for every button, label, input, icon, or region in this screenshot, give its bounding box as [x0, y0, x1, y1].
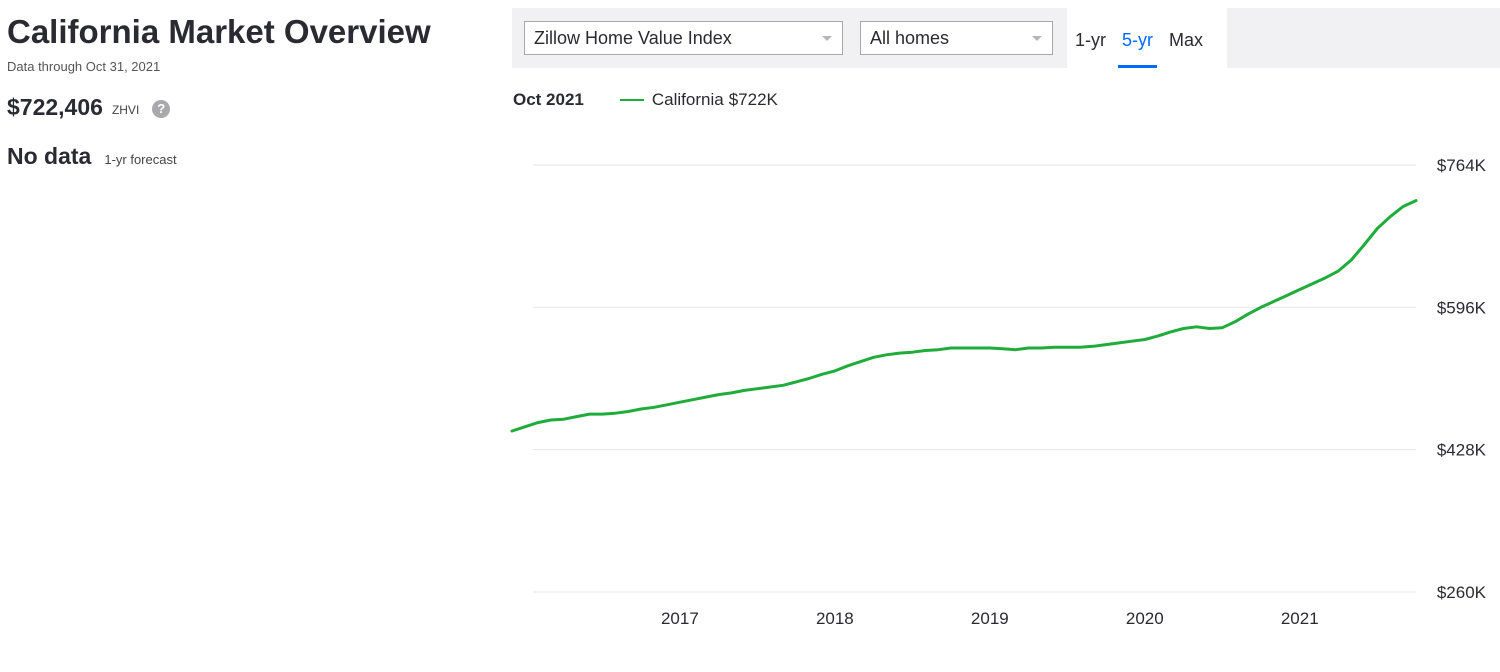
y-tick-label: $596K [1437, 298, 1487, 317]
x-tick-label: 2019 [971, 609, 1009, 628]
legend-swatch [619, 99, 644, 101]
metric-dropdown[interactable]: Zillow Home Value Index [524, 21, 843, 55]
home-value: $722,406 [7, 94, 103, 120]
range-tabs: 1-yr 5-yr Max [1066, 8, 1227, 68]
x-tick-label: 2021 [1281, 609, 1319, 628]
y-tick-label: $428K [1437, 441, 1487, 460]
price-row: $722,406 ZHVI ? [7, 94, 477, 121]
x-tick-label: 2018 [816, 609, 854, 628]
help-icon[interactable]: ? [152, 100, 171, 118]
range-tab[interactable]: 5-yr [1114, 8, 1161, 68]
legend-value: $722K [728, 90, 778, 109]
home-type-dropdown[interactable]: All homes [860, 21, 1053, 55]
y-tick-label: $260K [1437, 583, 1487, 602]
forecast-value: No data [7, 143, 92, 169]
forecast-label: 1-yr forecast [104, 151, 177, 167]
value-unit: ZHVI [111, 103, 140, 117]
data-date: Data through Oct 31, 2021 [7, 59, 161, 74]
range-tab[interactable]: 1-yr [1075, 30, 1106, 50]
series-line [510, 199, 1418, 433]
x-tick-label: 2020 [1126, 609, 1164, 628]
legend: Oct 2021 California $722K [513, 90, 778, 110]
forecast-row: No data 1-yr forecast [7, 143, 477, 170]
legend-date: Oct 2021 [513, 90, 584, 109]
legend-series: California [651, 90, 724, 109]
y-tick-label: $764K [1437, 156, 1487, 175]
controls-bar: Zillow Home Value Index All homes 1-yr 5-… [512, 8, 1500, 68]
overview-panel: California Market Overview Data through … [7, 12, 477, 170]
x-tick-label: 2017 [661, 609, 699, 628]
page-title: California Market Overview [7, 13, 431, 50]
range-tab[interactable]: Max [1169, 30, 1204, 50]
